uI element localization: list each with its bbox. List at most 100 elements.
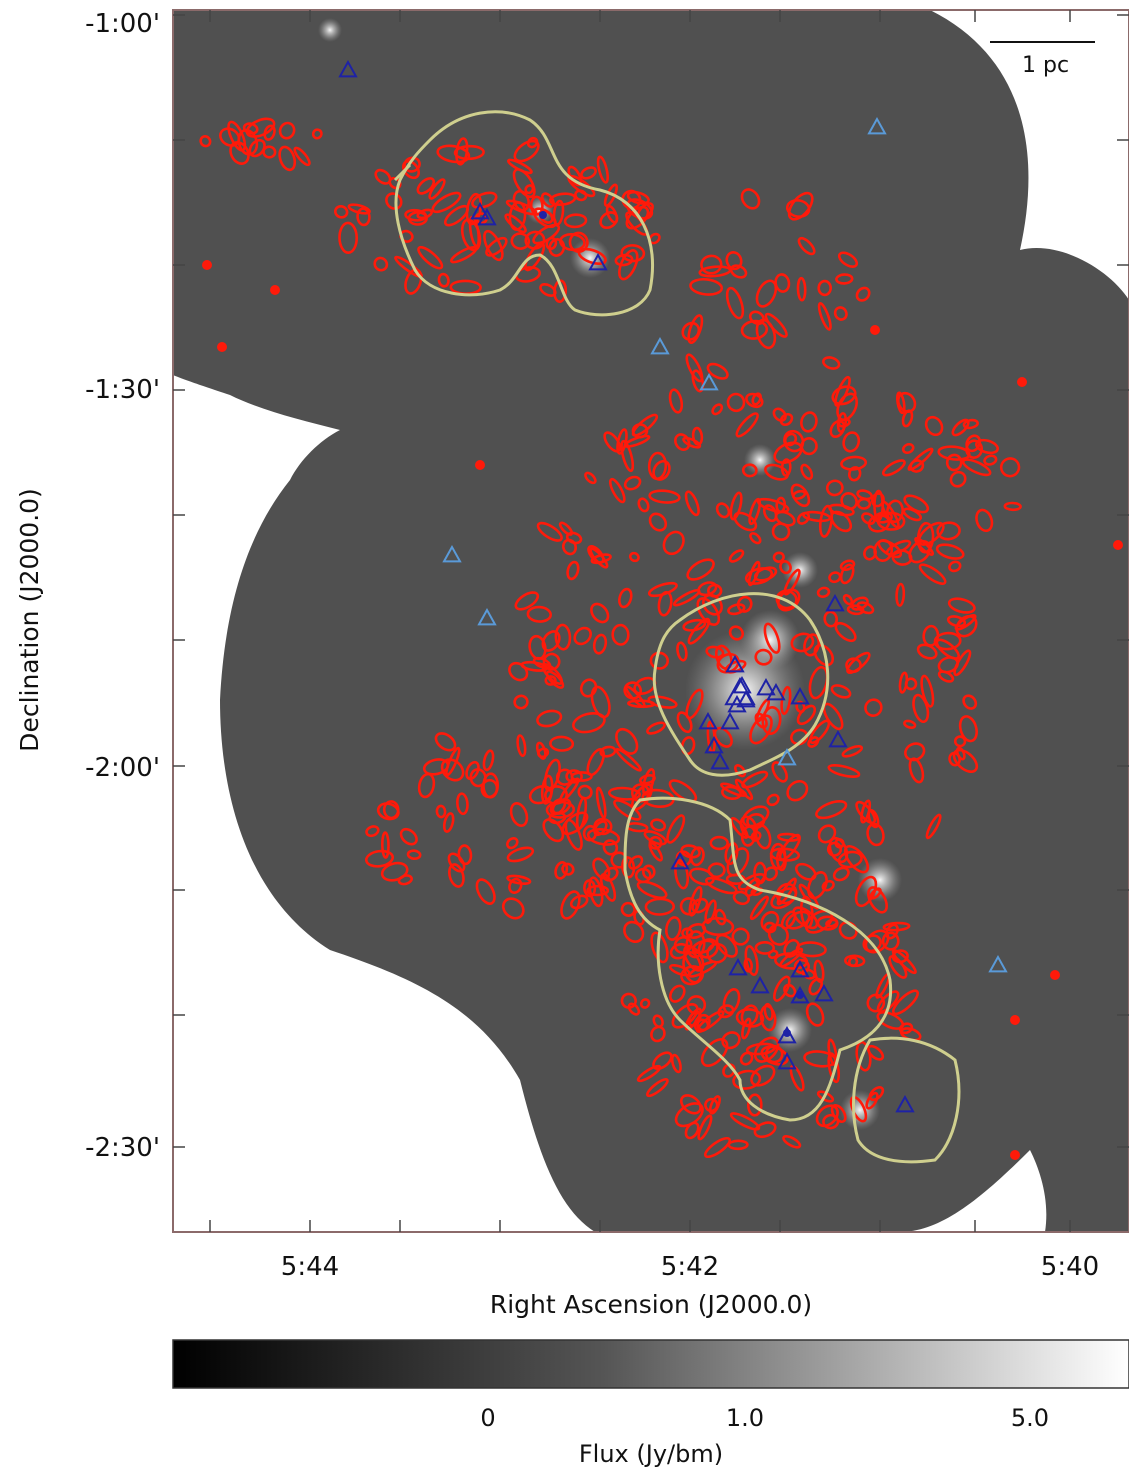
flux-contour — [732, 890, 751, 906]
flux-contour — [706, 362, 729, 380]
flux-contour — [648, 512, 668, 532]
flux-contour — [373, 256, 389, 272]
flux-contour — [620, 244, 646, 263]
flux-contour — [704, 1097, 719, 1113]
flux-contour — [822, 702, 844, 731]
flux-contour — [542, 652, 561, 671]
flux-contour — [696, 597, 721, 627]
flux-contour — [506, 846, 535, 863]
flux-contour — [861, 512, 876, 525]
flux-contour — [904, 677, 918, 691]
flux-contour — [548, 238, 566, 257]
flux-contour — [676, 711, 693, 734]
flux-contour — [700, 254, 723, 275]
flux-contour — [447, 852, 466, 873]
flux-contour — [620, 439, 635, 473]
flux-contour — [701, 916, 735, 937]
flux-contour — [404, 208, 428, 222]
source-marker-light — [650, 336, 670, 355]
flux-contour — [771, 761, 788, 783]
flux-contour — [895, 582, 906, 607]
flux-contour — [404, 268, 423, 295]
flux-contour — [741, 805, 770, 828]
flux-contour — [774, 952, 809, 970]
flux-contour-dot — [1010, 1015, 1020, 1025]
flux-contour — [999, 457, 1021, 478]
flux-contour — [794, 862, 817, 881]
flux-contour — [685, 922, 707, 940]
y-tick-label-3: -2:00' — [85, 753, 160, 783]
flux-contour — [688, 960, 718, 978]
flux-contour — [338, 221, 359, 254]
source-marker — [704, 735, 724, 754]
flux-contour — [687, 314, 704, 345]
flux-contour — [376, 802, 400, 821]
x-tick-label-2: 5:42 — [661, 1252, 719, 1282]
flux-contour — [866, 993, 886, 1013]
flux-contour — [729, 264, 748, 279]
colorbar-tick-label-1: 0 — [480, 1404, 495, 1432]
flux-contour — [750, 1064, 776, 1087]
flux-contour — [583, 879, 597, 898]
flux-contour — [636, 880, 668, 900]
flux-contour — [780, 458, 792, 477]
flux-contour — [740, 188, 761, 210]
flux-contour-dot — [217, 342, 227, 352]
source-marker — [790, 985, 810, 1004]
flux-contour — [631, 423, 649, 439]
flux-contour — [895, 391, 906, 415]
flux-contour — [545, 800, 576, 819]
source-marker — [720, 711, 740, 730]
cloud-outline — [652, 592, 830, 777]
flux-contour — [514, 591, 540, 611]
flux-contour — [623, 475, 642, 491]
flux-contour — [510, 232, 531, 250]
flux-contour — [725, 286, 745, 320]
y-tick-label-4: -2:30' — [85, 1133, 160, 1163]
flux-contour — [817, 279, 833, 297]
flux-contour — [837, 251, 859, 268]
source-marker — [777, 1051, 797, 1070]
flux-contour — [796, 511, 811, 525]
flux-contour — [582, 824, 598, 842]
flux-contour — [868, 1086, 885, 1102]
flux-contour — [958, 715, 978, 743]
source-marker — [750, 975, 770, 994]
flux-contour — [650, 931, 669, 964]
emission-glow — [744, 444, 776, 476]
flux-contour — [485, 236, 508, 257]
flux-contour — [605, 204, 619, 224]
source-marker — [825, 593, 845, 612]
flux-contour — [626, 190, 650, 205]
flux-contour — [728, 625, 744, 641]
flux-contour — [595, 786, 607, 819]
flux-contour-dot — [1010, 1150, 1020, 1160]
colorbar-title: Flux (Jy/bm) — [579, 1440, 723, 1468]
flux-contour — [570, 771, 593, 782]
flux-contour — [722, 1063, 736, 1078]
flux-contour — [817, 301, 832, 331]
flux-contour-dot — [870, 325, 880, 335]
source-marker — [338, 59, 358, 78]
flux-contour — [767, 923, 789, 946]
flux-contour — [830, 510, 853, 533]
flux-contour — [465, 760, 480, 781]
flux-contour — [586, 884, 610, 897]
flux-contour — [648, 835, 663, 850]
flux-contour — [975, 438, 999, 455]
flux-contour — [767, 949, 779, 960]
flux-contour — [652, 1014, 664, 1028]
flux-contour — [842, 594, 854, 606]
flux-contour — [740, 1004, 759, 1027]
source-marker-light — [777, 747, 797, 766]
flux-contour — [666, 814, 686, 844]
source-star — [796, 991, 804, 999]
flux-contour — [802, 510, 832, 523]
x-tick-label-1: 5:44 — [281, 1252, 339, 1282]
flux-contour — [647, 581, 678, 598]
flux-contour — [856, 601, 875, 615]
flux-contour — [449, 246, 478, 264]
flux-contour — [422, 758, 450, 776]
flux-contour — [715, 933, 738, 958]
source-marker — [728, 957, 748, 976]
